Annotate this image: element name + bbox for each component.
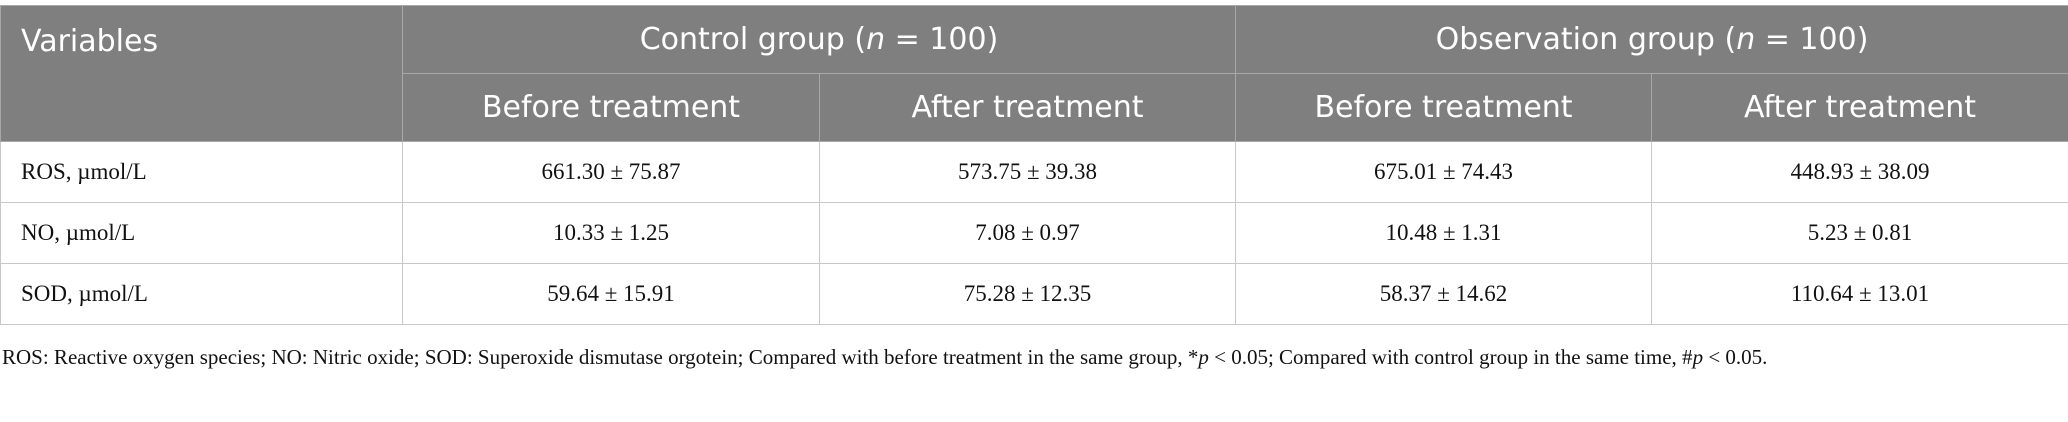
text: n [1736,22,1755,57]
page: Variables Control group (n = 100) Observ… [0,5,2068,422]
table-cell: 10.33 ± 1.25 [403,203,820,264]
row-label: ROS, µmol/L [1,142,403,203]
header-cell: Variables [1,6,403,142]
text: p [1693,345,1704,369]
group-header: Observation group (n = 100) [1236,6,2068,74]
text: p [1198,345,1209,369]
text: < 0.05. [1703,345,1767,369]
table-cell: 59.64 ± 15.91 [403,264,820,325]
data-table: Variables Control group (n = 100) Observ… [0,5,2068,325]
table-cell: 58.37 ± 14.62 [1236,264,1652,325]
table-cell: 661.30 ± 75.87 [403,142,820,203]
group-header: Control group (n = 100) [403,6,1236,74]
table-cell: 7.08 ± 0.97 [820,203,1236,264]
footnote: ROS: Reactive oxygen species; NO: Nitric… [2,339,2042,375]
subheader-cell: Before treatment [1236,74,1652,142]
text: Control group ( [640,22,866,57]
text: = 100) [885,22,998,57]
row-label: NO, µmol/L [1,203,403,264]
text: n [866,22,885,57]
table-cell: 5.23 ± 0.81 [1652,203,2068,264]
text: Observation group ( [1436,22,1737,57]
table-cell: 573.75 ± 39.38 [820,142,1236,203]
table-cell: 675.01 ± 74.43 [1236,142,1652,203]
text: ROS: Reactive oxygen species; NO: Nitric… [2,345,1198,369]
subheader-cell: After treatment [1652,74,2068,142]
table-cell: 448.93 ± 38.09 [1652,142,2068,203]
table-cell: 75.28 ± 12.35 [820,264,1236,325]
subheader-cell: After treatment [820,74,1236,142]
table-cell: 10.48 ± 1.31 [1236,203,1652,264]
text: = 100) [1755,22,1868,57]
subheader-cell: Before treatment [403,74,820,142]
header-row: Variables Control group (n = 100) Observ… [1,6,2068,74]
row-label: SOD, µmol/L [1,264,403,325]
table-cell: 110.64 ± 13.01 [1652,264,2068,325]
text: < 0.05; Compared with control group in t… [1209,345,1693,369]
